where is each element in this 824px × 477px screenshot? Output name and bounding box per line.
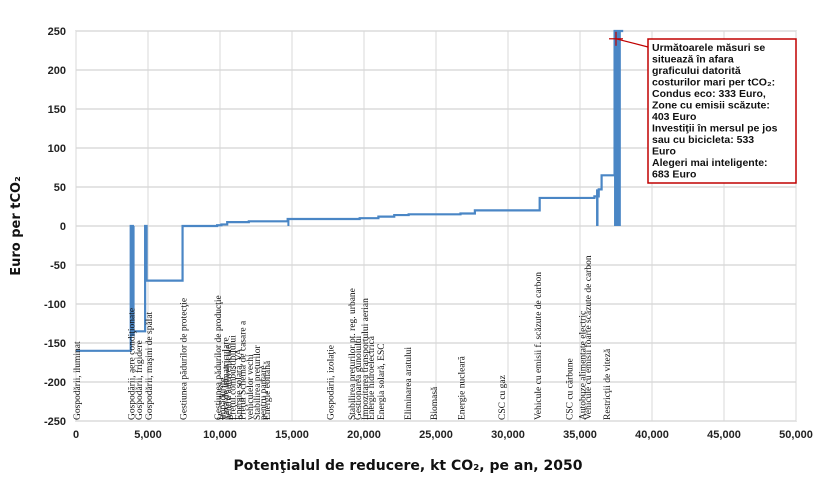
measure-label: CSC cu cărbune xyxy=(565,358,575,420)
measure-label: Preţul combustibilului xyxy=(229,335,239,420)
note-line: 403 Euro xyxy=(652,111,696,123)
y-tick-label: 50 xyxy=(54,182,66,194)
measure-label: Gospodării, maşini de spălat xyxy=(145,311,155,420)
x-tick-label: 15,000 xyxy=(275,429,309,441)
step-series xyxy=(76,29,624,352)
y-tick-label: 0 xyxy=(60,221,66,233)
note-line: Zone cu emisii scăzute: xyxy=(652,100,770,112)
y-tick-label: 150 xyxy=(48,104,66,116)
measure-label: Gestionarea gunoiului xyxy=(354,335,364,420)
y-tick-label: 100 xyxy=(48,143,66,155)
measure-label: Stabilirea preţurilor pt. reg. urbane xyxy=(348,288,358,420)
x-tick-label: 50,000 xyxy=(779,429,813,441)
note-line: situează în afara xyxy=(652,54,734,66)
note-line: sau cu bicicleta: 533 xyxy=(652,134,754,146)
measure-label: Împădurire xyxy=(216,378,228,420)
x-tick-label: 45,000 xyxy=(707,429,741,441)
y-tick-label: 250 xyxy=(48,26,66,38)
measure-label: Impozitarea transportului aerian xyxy=(361,298,371,420)
note-line: graficului datorită xyxy=(652,65,741,77)
note-line: 683 Euro xyxy=(652,169,696,181)
note-box xyxy=(647,38,797,184)
x-tick-label: 0 xyxy=(73,429,79,441)
measure-label: CSC cu gaz xyxy=(498,375,508,420)
y-tick-label: -50 xyxy=(50,260,66,272)
measure-label: Preţul Schema de casare a xyxy=(239,320,249,420)
x-tick-label: 40,000 xyxy=(635,429,669,441)
x-tick-label: 5,000 xyxy=(134,429,162,441)
measure-label: Energie solară, VA xyxy=(234,348,244,420)
note-line: Condus eco: 333 Euro, xyxy=(652,88,766,100)
note-pointer xyxy=(615,38,649,48)
x-tick-label: 10,000 xyxy=(203,429,237,441)
measure-label: Biomasă xyxy=(430,386,440,420)
measure-label: vehiculelor vechi xyxy=(246,354,256,420)
y-axis-title: Euro per tCO₂ xyxy=(9,176,24,276)
y-tick-labels: 250 200 150 100 50 0 -50 -100 -150 -200 -250 xyxy=(44,26,66,428)
measure-labels: Gospodării, iluminat Gospodării, aere con… xyxy=(73,255,613,420)
y-tick-label: -200 xyxy=(44,377,66,389)
y-tick-label: -150 xyxy=(44,338,66,350)
measure-label: Gospodării, izolaţie xyxy=(326,345,336,420)
note-line: Alegeri mai inteligente: xyxy=(652,157,768,169)
measure-label: Energie eoliană xyxy=(263,360,273,420)
measure-label: Energie nucleară xyxy=(457,355,467,420)
x-tick-labels: 0 5,000 10,000 15,000 20,000 25,000 30,000 35,0… xyxy=(73,429,813,441)
measure-label: Vehicule cu emisii f. scăzute de carbon xyxy=(533,272,544,420)
measure-label: Gospodării, frigidere xyxy=(134,340,145,420)
measure-label: Energia solară, ESC xyxy=(377,343,387,420)
note-line: Euro xyxy=(652,146,676,158)
note-line: costurilor mari per tCO₂: xyxy=(652,77,775,89)
x-axis-title: Potenţialul de reducere, kt CO₂, pe an, … xyxy=(234,458,583,474)
x-tick-label: 30,000 xyxy=(491,429,525,441)
measure-label: Eliminarea aratului xyxy=(404,347,414,420)
y-tick-label: -100 xyxy=(44,299,66,311)
y-tick-label: -250 xyxy=(44,416,66,428)
measure-label: Gospodării, aere condiţionate xyxy=(128,308,138,420)
measure-label: Gestiunea pădurilor de protecţie xyxy=(180,298,190,420)
measure-label: Autobuze alimentate electric xyxy=(578,311,588,420)
measure-label: Vehicule cu emisii foarte scăzute de car… xyxy=(583,255,594,420)
x-tick-label: 25,000 xyxy=(419,429,453,441)
y-tick-label: 200 xyxy=(48,65,66,77)
measure-label: pentru autovehicule xyxy=(224,345,234,420)
x-tick-label: 35,000 xyxy=(563,429,597,441)
note-line: Investiţii în mersul pe jos xyxy=(652,123,778,135)
measure-label: Taxa de înmatriculare xyxy=(221,337,231,420)
measure-label: Gestiunea pădurilor de producţie xyxy=(214,295,224,420)
x-tick-label: 20,000 xyxy=(347,429,381,441)
measure-label: pentru parcare xyxy=(259,365,269,420)
measure-label: Stabilirea preţurilor xyxy=(253,345,263,420)
measure-label: Energie hidroelectrică xyxy=(367,335,377,420)
measure-label: Restricţii de viteză xyxy=(603,348,613,420)
note-line: Următoarele măsuri se xyxy=(652,42,765,54)
measure-label: Gospodării, iluminat xyxy=(73,341,83,420)
